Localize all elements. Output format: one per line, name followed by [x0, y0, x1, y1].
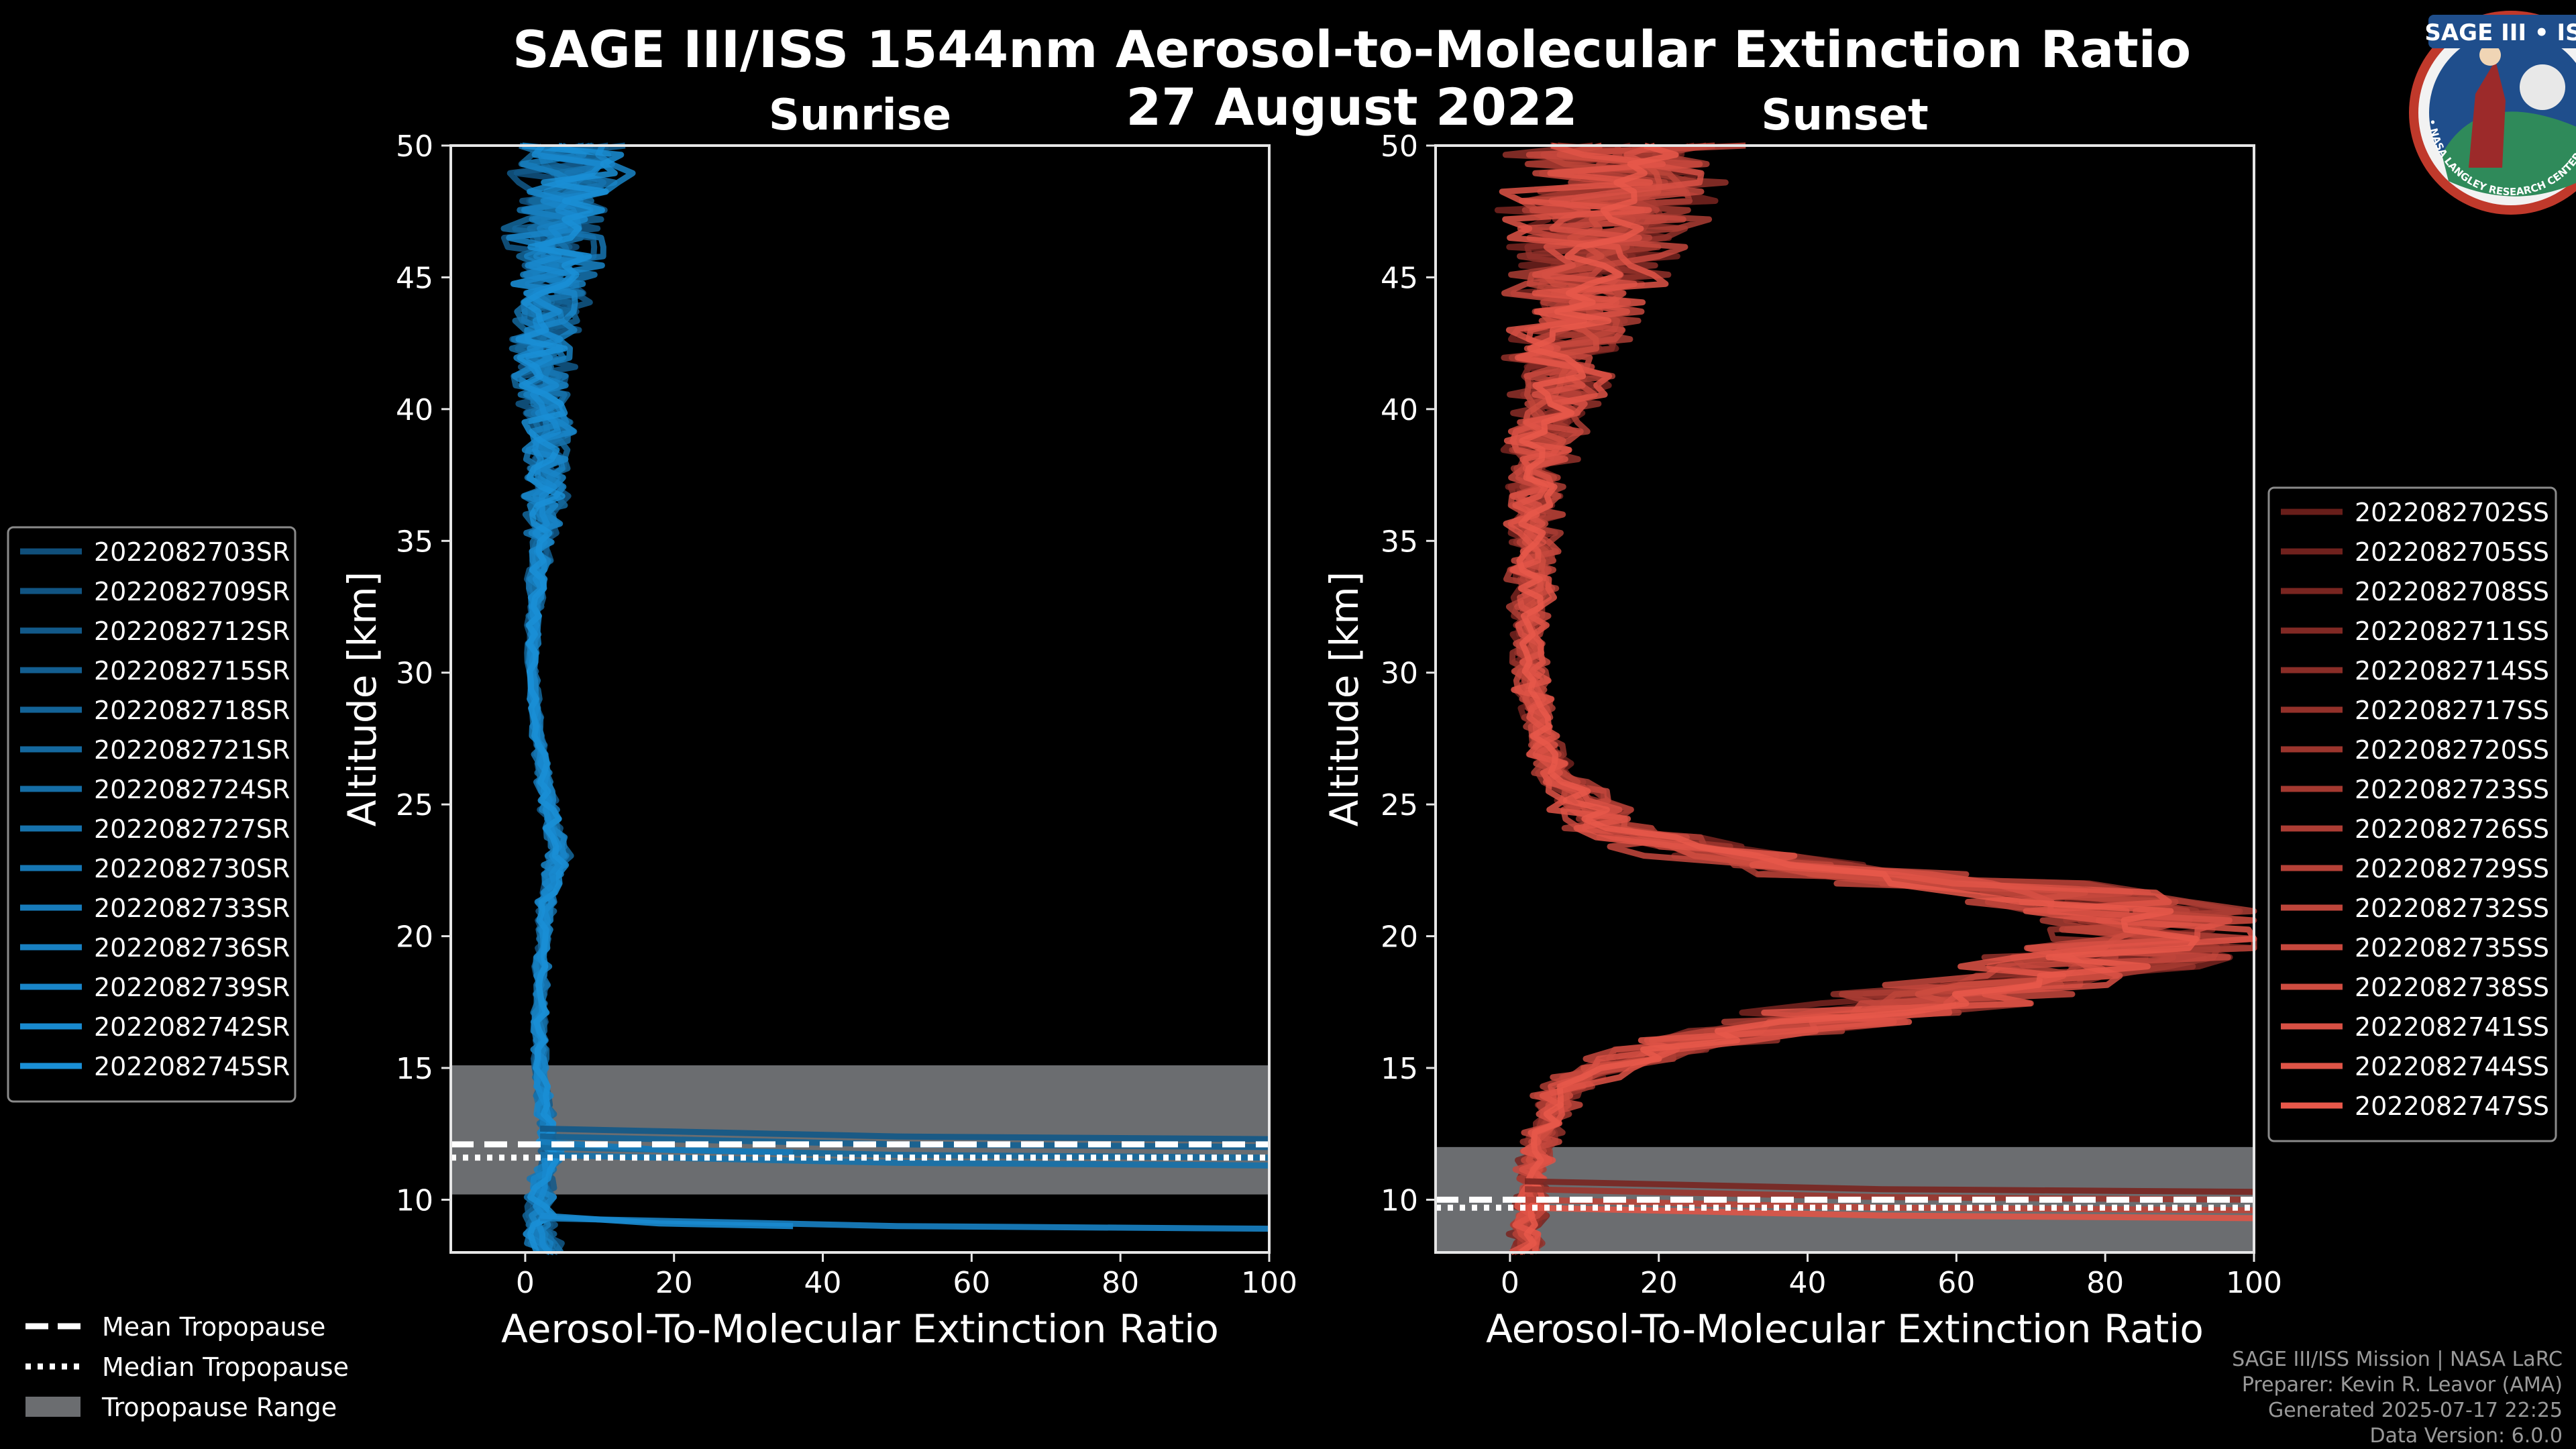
legend-label: 2022082739SR	[94, 973, 290, 1002]
sunrise-xtick-label: 80	[1102, 1266, 1139, 1300]
footer-mission: SAGE III/ISS Mission | NASA LaRC	[2232, 1348, 2563, 1371]
footer-generated: Generated 2025-07-17 22:25	[2268, 1399, 2563, 1422]
legend-label: 2022082742SR	[94, 1012, 290, 1042]
sunset-xtick-label: 20	[1640, 1266, 1678, 1300]
legend-label: 2022082733SR	[94, 894, 290, 923]
legend-label: 2022082709SR	[94, 577, 290, 606]
sunset-ytick-label: 50	[1381, 129, 1418, 164]
sunrise-profile-excursion	[539, 1125, 1270, 1142]
footer: SAGE III/ISS Mission | NASA LaRC Prepare…	[2232, 1348, 2563, 1448]
sunrise-ytick-label: 40	[396, 393, 433, 427]
footer-preparer: Preparer: Kevin R. Leavor (AMA)	[2242, 1373, 2563, 1397]
logo-title: SAGE III • ISS	[2424, 19, 2576, 46]
legend-label: 2022082708SS	[2355, 577, 2549, 606]
sunset-profile-excursion	[1524, 1178, 2255, 1195]
legend-label: 2022082705SS	[2355, 537, 2549, 567]
legend-label: 2022082712SR	[94, 616, 290, 646]
legend-label: 2022082732SS	[2355, 894, 2549, 923]
sunrise-ytick-label: 45	[396, 261, 433, 295]
sunrise-panel: 0 20 40 60 80 100 10 15 20 25 30 35 40 45 50 Sunrise A…	[339, 91, 1297, 1352]
legend-label: 2022082703SR	[94, 537, 290, 567]
legend-label: 2022082724SR	[94, 775, 290, 804]
sunrise-ytick-label: 10	[396, 1183, 433, 1218]
legend-range-label: Tropopause Range	[101, 1393, 337, 1422]
sunset-ytick-label: 30	[1381, 657, 1418, 691]
legend-label: 2022082729SS	[2355, 854, 2549, 883]
legend-label: 2022082727SR	[94, 814, 290, 844]
legend-label: 2022082717SS	[2355, 696, 2549, 725]
sunset-axes-frame	[1434, 144, 2255, 1254]
sunrise-axes-frame	[449, 144, 1271, 1254]
sunrise-ylabel: Altitude [km]	[339, 572, 385, 826]
sunset-profile-2022082747SS	[1516, 142, 2200, 1255]
legend-label: 2022082723SS	[2355, 775, 2549, 804]
sunset-ylabel: Altitude [km]	[1322, 572, 1367, 826]
sunrise-ytick-label: 25	[396, 788, 433, 822]
sunrise-ytick-label: 20	[396, 920, 433, 955]
sunset-xtick-label: 80	[2086, 1266, 2124, 1300]
sunset-xtick-label: 60	[1937, 1266, 1975, 1300]
sunrise-xtick-label: 20	[655, 1266, 693, 1300]
legend-label: 2022082720SS	[2355, 735, 2549, 765]
sunrise-xtick-label: 60	[953, 1266, 990, 1300]
legend-label: 2022082730SR	[94, 854, 290, 883]
legend-label: 2022082702SS	[2355, 498, 2549, 527]
sunset-panel: 0 20 40 60 80 100 10 15 20 25 30 35 40 45 50 Sunset Ae…	[1322, 91, 2282, 1352]
main-title: SAGE III/ISS 1544nm Aerosol-to-Molecular…	[513, 19, 2191, 79]
sunrise-profiles	[500, 142, 1270, 1256]
legend-label: 2022082744SS	[2355, 1052, 2549, 1081]
legend-label: 2022082741SS	[2355, 1012, 2549, 1042]
legend-mean-label: Mean Tropopause	[102, 1312, 325, 1342]
legend-median-label: Median Tropopause	[102, 1352, 349, 1382]
sunset-ytick-label: 25	[1381, 788, 1418, 822]
sunrise-xtick-label: 100	[1241, 1266, 1297, 1300]
sunset-ytick-label: 45	[1381, 261, 1418, 295]
legend-label: 2022082726SS	[2355, 814, 2549, 844]
legend-label: 2022082738SS	[2355, 973, 2549, 1002]
legend-label: 2022082721SR	[94, 735, 290, 765]
sunset-ytick-label: 20	[1381, 920, 1418, 955]
sunrise-ytick-label: 15	[396, 1052, 433, 1086]
sunset-xlabel: Aerosol-To-Molecular Extinction Ratio	[1486, 1306, 2204, 1352]
sunset-legend: 2022082702SS 2022082705SS 2022082708SS 2022…	[2267, 486, 2557, 1142]
sunset-profile-2022082738SS	[1515, 142, 2143, 1255]
sunrise-profile-2022082745SR	[515, 142, 625, 1254]
sunset-ytick-label: 35	[1381, 525, 1418, 559]
sunrise-xtick-label: 40	[804, 1266, 842, 1300]
legend-label: 2022082714SS	[2355, 656, 2549, 686]
sunset-ytick-label: 40	[1381, 393, 1418, 427]
sunrise-ytick-label: 35	[396, 525, 433, 559]
legend-label: 2022082736SR	[94, 933, 290, 963]
legend-label: 2022082718SR	[94, 696, 290, 725]
sunrise-title: Sunrise	[769, 91, 951, 140]
legend-label: 2022082711SS	[2355, 616, 2549, 646]
legend-label: 2022082715SR	[94, 656, 290, 686]
sunrise-legend: 2022082703SR 2022082709SR 2022082712SR 2022…	[7, 526, 297, 1103]
sunrise-xtick-label: 0	[516, 1266, 535, 1300]
sunset-ytick-label: 15	[1381, 1052, 1418, 1086]
footer-version: Data Version: 6.0.0	[2370, 1424, 2563, 1448]
sunset-title: Sunset	[1761, 91, 1928, 140]
legend-label: 2022082747SS	[2355, 1091, 2549, 1121]
legend-label: 2022082735SS	[2355, 933, 2549, 963]
date-title: 27 August 2022	[1126, 77, 1577, 137]
tropopause-legend: Mean Tropopause Median Tropopause Tropop…	[25, 1312, 349, 1422]
legend-range-swatch	[25, 1397, 80, 1417]
sunset-xtick-label: 40	[1789, 1266, 1827, 1300]
legSS-frame	[2267, 486, 2557, 1142]
sunset-xtick-label: 100	[2226, 1266, 2282, 1300]
sunrise-profile-excursion	[539, 1138, 794, 1156]
sunset-profile-2022082744SS	[1499, 142, 2257, 1253]
sunrise-profile-excursion	[539, 1212, 794, 1230]
sunset-ytick-label: 10	[1381, 1183, 1418, 1218]
sunset-profiles	[1494, 142, 2257, 1256]
sunrise-ytick-label: 30	[396, 657, 433, 691]
sunrise-xlabel: Aerosol-To-Molecular Extinction Ratio	[501, 1306, 1219, 1352]
sunset-xtick-label: 0	[1501, 1266, 1519, 1300]
legend-label: 2022082745SR	[94, 1052, 290, 1081]
sunrise-ytick-label: 50	[396, 129, 433, 164]
